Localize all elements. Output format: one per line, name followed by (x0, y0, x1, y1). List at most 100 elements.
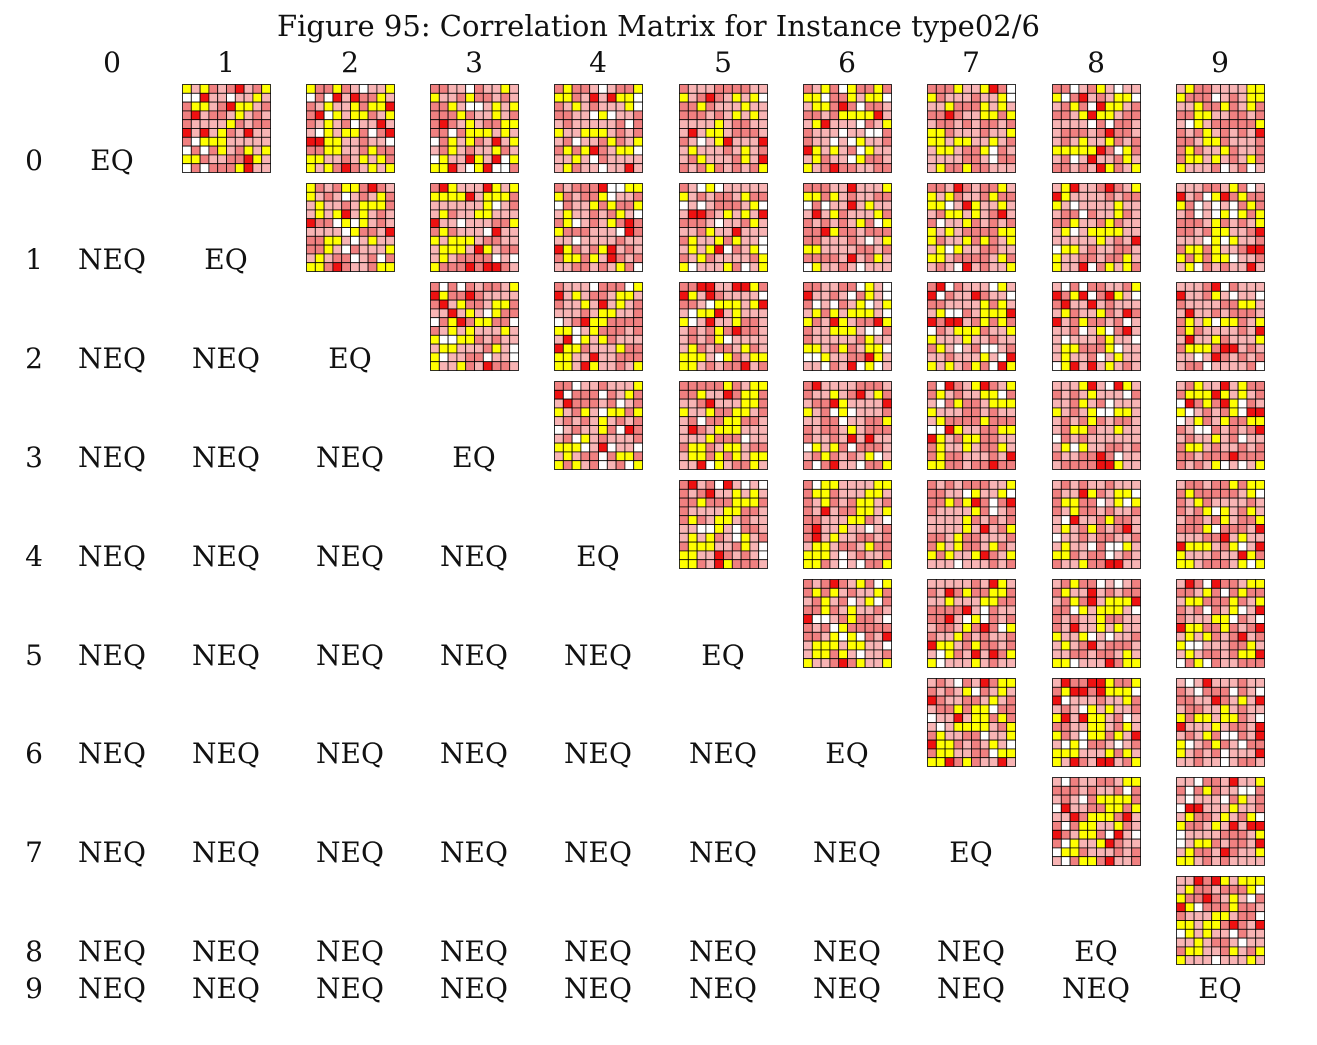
heatmap-cell (1052, 541, 1062, 552)
heatmap-cell (979, 480, 990, 490)
heatmap-cell (1202, 821, 1213, 831)
heatmap-cell (962, 227, 972, 237)
heatmap-cell (749, 253, 760, 264)
heatmap-cell (1087, 541, 1097, 552)
heatmap-cell (1060, 451, 1071, 462)
heatmap-cell (1202, 497, 1213, 508)
heatmap-cell (873, 119, 884, 129)
heatmap-cell (606, 101, 617, 112)
heatmap-cell (953, 488, 964, 499)
heatmap-thumb-3-8 (1052, 381, 1141, 470)
heatmap-cell (314, 136, 325, 147)
heatmap-cell (679, 183, 689, 193)
heatmap-cell (1176, 506, 1186, 517)
heatmap-cell (430, 110, 440, 121)
heatmap-cell (1006, 334, 1016, 345)
heatmap-cell (1113, 847, 1124, 858)
heatmap-cell (1246, 299, 1257, 310)
heatmap-cell (615, 227, 626, 237)
heatmap-cell (1246, 524, 1257, 534)
heatmap-cell (1246, 686, 1257, 697)
heatmap-cell (882, 524, 892, 534)
heatmap-cell (847, 605, 857, 616)
heatmap-cell (598, 262, 608, 272)
heatmap-cell (749, 317, 760, 327)
heatmap-cell (731, 398, 742, 409)
heatmap-cell (1113, 623, 1124, 633)
heatmap-cell (749, 163, 760, 173)
heatmap-cell (465, 334, 475, 345)
heatmap-cell (633, 425, 643, 435)
heatmap-cell (829, 515, 840, 525)
heatmap-cell (633, 389, 643, 400)
heatmap-cell (1087, 847, 1097, 858)
heatmap-cell (1193, 416, 1204, 426)
heatmap-cell (1069, 730, 1080, 741)
heatmap-cell (624, 218, 635, 228)
heatmap-cell (598, 343, 608, 354)
heatmap-cell (1220, 244, 1230, 255)
heatmap-cell (882, 361, 892, 371)
heatmap-cell (1122, 317, 1133, 327)
heatmap-cell (554, 262, 564, 272)
heatmap-cell (633, 326, 643, 336)
heatmap-cell (944, 92, 955, 103)
heatmap-cell (1087, 658, 1097, 668)
heatmap-cell (1052, 803, 1062, 814)
heatmap-cell (1176, 460, 1186, 470)
heatmap-cell (803, 326, 813, 336)
heatmap-cell (1131, 506, 1141, 517)
heatmap-cell (864, 200, 875, 211)
heatmap-cell (554, 244, 564, 255)
heatmap-cell (1184, 191, 1195, 202)
heatmap-cell (714, 326, 724, 336)
heatmap-cell (1006, 361, 1016, 371)
heatmap-cell (589, 110, 599, 121)
heatmap-cell (1193, 739, 1204, 750)
heatmap-cell (456, 84, 467, 94)
heatmap-cell (1122, 209, 1133, 220)
heatmap-cell (953, 722, 964, 732)
heatmap-cell (829, 658, 840, 668)
heatmap-cell (855, 244, 866, 255)
heatmap-cell (1052, 136, 1062, 147)
heatmap-cell (1176, 928, 1186, 939)
heatmap-cell (1096, 658, 1106, 668)
heatmap-cell (935, 92, 946, 103)
heatmap-cell (838, 480, 848, 490)
heatmap-cell (979, 623, 990, 633)
heatmap-cell (1060, 829, 1071, 840)
heatmap-cell (988, 253, 999, 264)
heatmap-cell (1220, 757, 1230, 767)
heatmap-cell (811, 433, 822, 444)
heatmap-cell (580, 227, 591, 237)
heatmap-cell (988, 416, 999, 426)
heatmap-cell (314, 262, 325, 272)
heatmap-cell (873, 136, 884, 147)
heatmap-cell (935, 497, 946, 508)
heatmap-cell (705, 460, 716, 470)
heatmap-cell (749, 497, 760, 508)
heatmap-cell (803, 227, 813, 237)
heatmap-cell (633, 163, 643, 173)
heatmap-cell (1193, 308, 1204, 319)
heatmap-cell (430, 326, 440, 336)
heatmap-cell (252, 145, 263, 156)
heatmap-cell (838, 532, 848, 543)
heatmap-cell (1006, 515, 1016, 525)
heatmap-cell (971, 262, 981, 272)
heatmap-cell (1220, 433, 1230, 444)
heatmap-cell (1087, 559, 1097, 569)
heatmap-cell (1184, 955, 1195, 965)
heatmap-cell (988, 110, 999, 121)
heatmap-cell (758, 191, 768, 202)
heatmap-cell (997, 389, 1008, 400)
heatmap-cell (1193, 191, 1204, 202)
heatmap-cell (1228, 506, 1239, 517)
heatmap-cell (1255, 777, 1265, 787)
heatmap-cell (1193, 128, 1204, 138)
heatmap-cell (482, 227, 493, 237)
heatmap-cell (606, 308, 617, 319)
heatmap-cell (562, 209, 573, 220)
heatmap-cell (1104, 235, 1115, 246)
